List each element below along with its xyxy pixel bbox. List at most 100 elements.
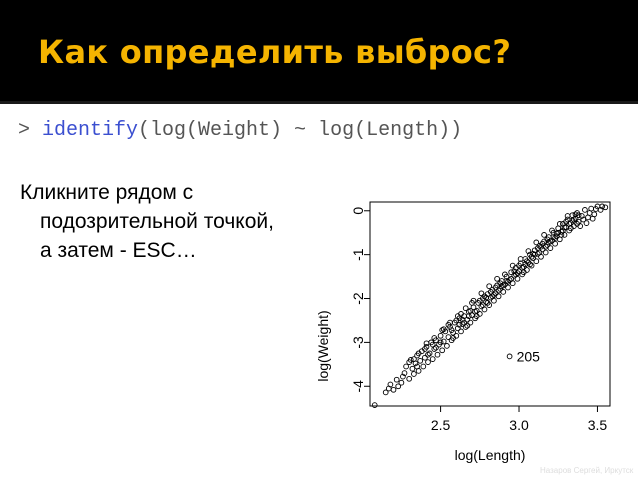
- data-point: [505, 278, 511, 285]
- instruction-text: Кликните рядом с подозрительной точкой, …: [20, 178, 320, 265]
- y-axis-label: log(Weight): [315, 310, 331, 381]
- data-point: [506, 277, 513, 283]
- data-point: [561, 224, 568, 231]
- data-point: [553, 230, 560, 237]
- data-point: [429, 341, 436, 348]
- data-point: [426, 350, 433, 357]
- data-point: [580, 216, 587, 223]
- data-point: [502, 271, 508, 278]
- x-axis-label: log(Length): [455, 447, 526, 463]
- scatter-plot-panel: 2.5 3.0 3.5 -4 -3 -2 -1 0 log(Length) log(Weight)…: [308, 196, 620, 468]
- header-divider: [0, 101, 638, 104]
- data-point: [458, 328, 464, 335]
- data-point: [536, 249, 543, 256]
- data-point: [549, 227, 555, 234]
- code-prompt: >: [18, 119, 43, 142]
- data-point: [528, 262, 535, 269]
- data-point: [390, 386, 397, 393]
- data-point: [508, 275, 515, 282]
- data-point: [467, 319, 474, 326]
- data-point: [415, 350, 422, 357]
- data-point: [545, 239, 552, 246]
- data-point: [541, 232, 547, 238]
- data-point: [425, 359, 431, 365]
- data-point: [567, 225, 574, 232]
- data-point: [483, 294, 489, 301]
- data-point: [533, 258, 540, 265]
- data-point: [417, 357, 424, 364]
- data-point: [593, 206, 599, 212]
- data-point: [431, 335, 438, 341]
- data-point: [599, 203, 606, 210]
- data-point: [462, 305, 469, 312]
- data-point: [575, 212, 582, 219]
- scatter-plot[interactable]: 2.5 3.0 3.5 -4 -3 -2 -1 0 log(Length) log(Weight)…: [308, 196, 620, 468]
- data-point: [513, 271, 519, 278]
- data-point: [564, 213, 571, 219]
- data-point: [454, 313, 461, 319]
- data-point: [505, 284, 511, 291]
- data-point: [556, 221, 563, 227]
- data-point: [459, 316, 466, 323]
- footer-credit: Назаров Сергей, Иркутск: [540, 466, 634, 475]
- y-tick-label: -1: [350, 248, 366, 261]
- x-tick-label: 2.5: [431, 417, 451, 433]
- data-point: [429, 356, 436, 362]
- data-point: [401, 370, 408, 376]
- code-arguments: (log(Weight) ~ log(Length)): [138, 119, 463, 142]
- data-point: [495, 287, 502, 294]
- data-point: [538, 243, 544, 250]
- data-point: [522, 261, 529, 268]
- slide-header: [0, 0, 638, 101]
- data-point: [478, 303, 485, 310]
- data-point: [539, 240, 546, 247]
- data-point: [514, 270, 521, 276]
- data-point: [511, 268, 518, 275]
- y-tick-label: 0: [350, 207, 366, 215]
- data-point: [508, 269, 515, 276]
- data-point: [542, 249, 549, 256]
- data-point: [525, 259, 532, 266]
- data-point: [414, 363, 420, 370]
- data-point: [437, 332, 444, 339]
- data-point: [586, 210, 593, 216]
- y-tick-label: -2: [350, 292, 366, 305]
- data-point: [530, 250, 536, 257]
- instruction-line-3: а затем - ESC…: [40, 239, 197, 262]
- data-point: [400, 373, 406, 380]
- data-point: [439, 327, 446, 333]
- data-point: [411, 356, 417, 362]
- x-tick-label: 3.0: [509, 417, 529, 433]
- x-tick-label: 3.5: [588, 417, 608, 433]
- data-point: [395, 383, 402, 390]
- plot-frame: [369, 201, 611, 407]
- data-point: [481, 293, 488, 300]
- data-point: [465, 313, 472, 319]
- data-point: [393, 376, 400, 383]
- data-point: [524, 258, 530, 265]
- data-point: [506, 353, 513, 360]
- data-point: [582, 207, 588, 213]
- data-point: [447, 319, 453, 326]
- data-point: [480, 302, 486, 308]
- data-point: [484, 300, 491, 306]
- instruction-line-2: подозрительной точкой,: [40, 210, 274, 233]
- data-point: [411, 371, 417, 377]
- data-point: [450, 335, 456, 341]
- data-point: [525, 248, 532, 254]
- data-point: [422, 354, 428, 361]
- data-point: [461, 319, 467, 326]
- data-point: [473, 313, 480, 319]
- data-point: [486, 283, 493, 290]
- data-point: [569, 217, 576, 224]
- data-point: [558, 228, 565, 235]
- data-point: [387, 381, 394, 388]
- data-point: [478, 290, 485, 297]
- data-point: [492, 284, 499, 291]
- data-point: [517, 256, 524, 262]
- data-point: [420, 363, 427, 370]
- data-point: [489, 293, 496, 300]
- data-point: [547, 245, 554, 251]
- data-point: [509, 262, 516, 269]
- data-point: [403, 363, 409, 370]
